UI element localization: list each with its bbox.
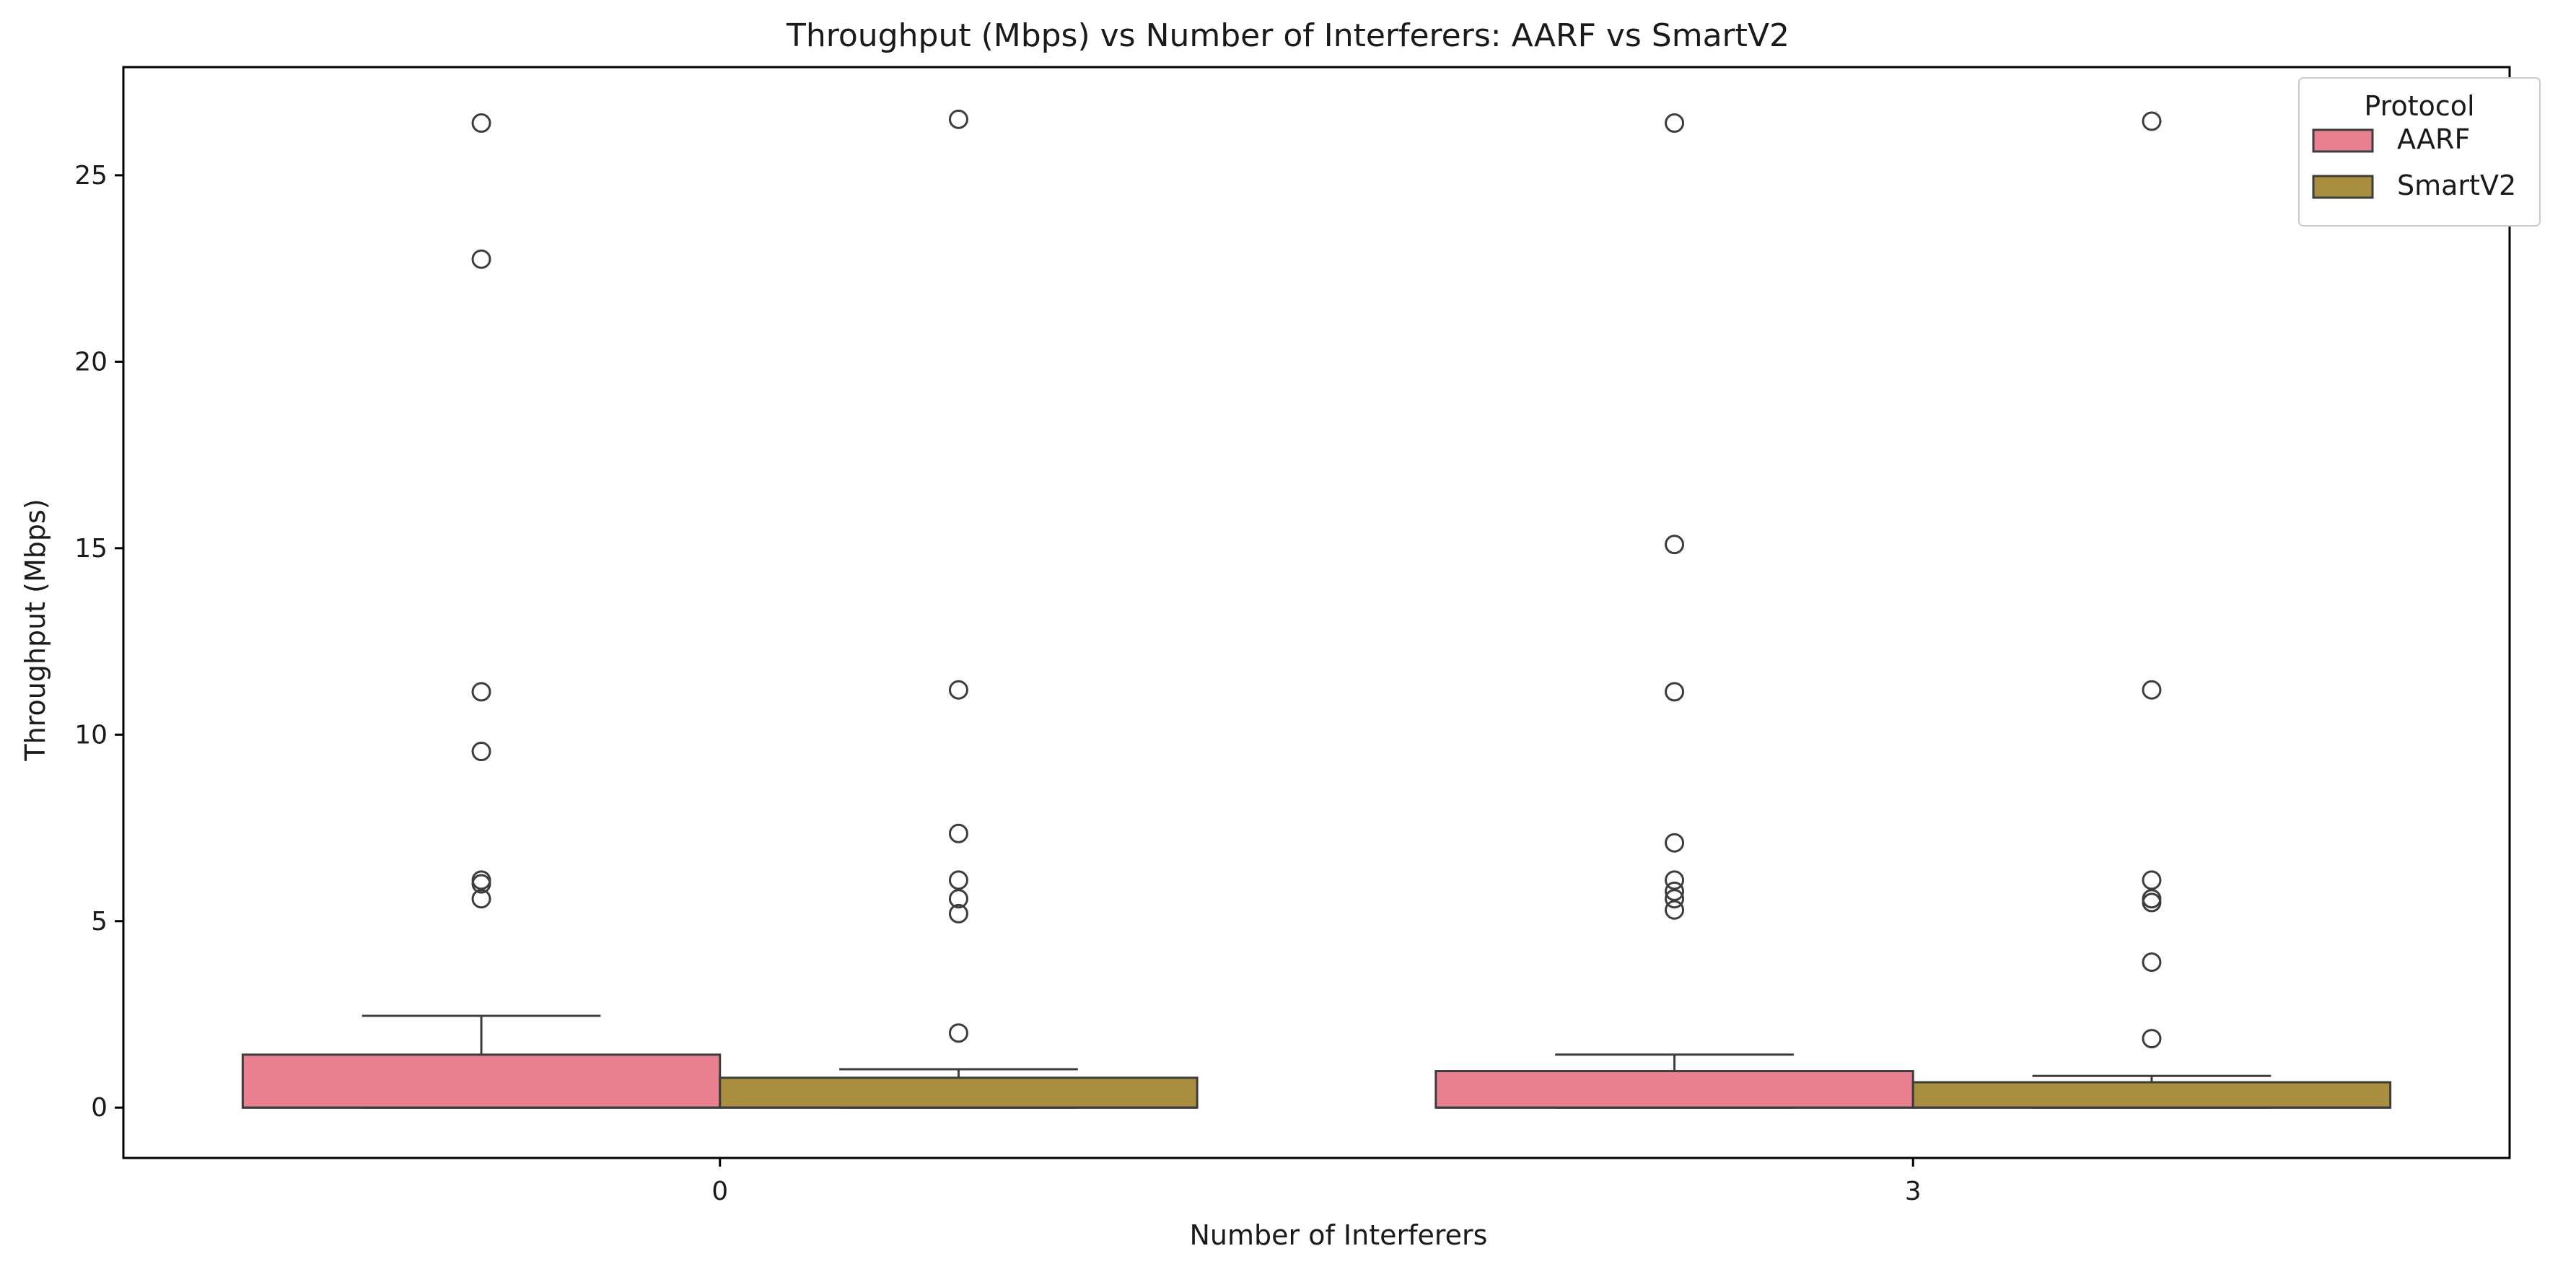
y-tick-label: 15 — [74, 534, 108, 563]
outlier-point — [2142, 111, 2162, 131]
y-tick-label: 20 — [74, 347, 108, 377]
outlier-point — [948, 680, 968, 700]
plot-area: 0 5 10 15 20 25 0 3 — [74, 66, 2511, 1206]
outlier-point — [471, 682, 491, 702]
y-tick-label: 5 — [91, 907, 108, 936]
y-tick-label: 25 — [74, 161, 108, 190]
box-aarf — [1434, 1070, 1914, 1109]
box-smartv2 — [1911, 1081, 2392, 1109]
outlier-point — [471, 249, 491, 269]
outlier-point — [1665, 900, 1685, 920]
outlier-point — [1665, 535, 1685, 555]
outlier-point — [471, 742, 491, 762]
legend: Protocol AARF SmartV2 — [2298, 77, 2541, 227]
y-axis-label: Throughput (Mbps) — [19, 499, 51, 761]
outlier-point — [2142, 870, 2162, 890]
legend-title: Protocol — [2364, 90, 2474, 122]
outlier-point — [1665, 870, 1685, 890]
outlier-point — [2142, 952, 2162, 973]
legend-label: AARF — [2397, 123, 2470, 155]
legend-swatch — [2312, 128, 2374, 153]
outlier-point — [948, 1023, 968, 1043]
legend-label: SmartV2 — [2397, 170, 2516, 201]
outlier-point — [948, 903, 968, 923]
box-smartv2 — [719, 1076, 1199, 1109]
y-tick-label: 10 — [74, 720, 108, 750]
outlier-point — [471, 889, 491, 909]
x-tick-label: 0 — [711, 1177, 728, 1206]
legend-swatch — [2312, 175, 2374, 199]
outlier-point — [2142, 1029, 2162, 1049]
axes-frame — [122, 66, 2511, 1159]
y-tick-label: 0 — [91, 1093, 108, 1123]
outlier-point — [1665, 833, 1685, 853]
outlier-point — [1665, 113, 1685, 133]
outlier-point — [1665, 682, 1685, 702]
x-axis-label: Number of Interferers — [1190, 1219, 1488, 1251]
outlier-point — [471, 874, 491, 894]
outlier-point — [948, 823, 968, 843]
outlier-point — [2142, 680, 2162, 700]
x-tick-label: 3 — [1905, 1177, 1922, 1206]
outlier-point — [1665, 889, 1685, 909]
box-aarf — [241, 1053, 722, 1109]
outlier-point — [2142, 892, 2162, 913]
outlier-point — [948, 109, 968, 129]
outlier-point — [948, 889, 968, 909]
outlier-point — [1665, 881, 1685, 901]
chart-title: Throughput (Mbps) vs Number of Interfere… — [786, 17, 1789, 54]
outlier-point — [471, 113, 491, 133]
outlier-point — [948, 870, 968, 890]
